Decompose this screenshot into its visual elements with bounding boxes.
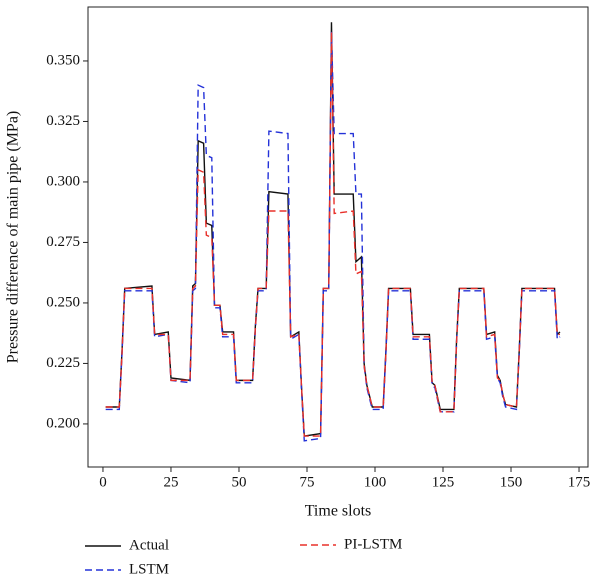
y-tick-label: 0.325 — [46, 113, 80, 129]
y-axis-title: Pressure difference of main pipe (MPa) — [5, 111, 22, 364]
legend-label: LSTM — [129, 561, 169, 577]
legend-label: Actual — [129, 537, 169, 553]
x-axis-title: Time slots — [305, 503, 372, 520]
x-tick-label: 25 — [163, 474, 178, 490]
y-tick-label: 0.300 — [46, 173, 80, 189]
legend-label: PI-LSTM — [344, 536, 402, 552]
y-tick-label: 0.225 — [46, 355, 80, 371]
x-tick-label: 150 — [500, 474, 523, 490]
x-tick-label: 75 — [299, 474, 314, 490]
y-tick-label: 0.275 — [46, 234, 80, 250]
x-tick-label: 50 — [231, 474, 246, 490]
y-tick-label: 0.200 — [46, 415, 80, 431]
x-tick-label: 125 — [432, 474, 455, 490]
y-tick-label: 0.250 — [46, 294, 80, 310]
x-tick-label: 0 — [99, 474, 107, 490]
series-line — [105, 31, 560, 437]
x-tick-label: 175 — [568, 474, 591, 490]
plot-frame — [87, 6, 589, 468]
y-tick-label: 0.350 — [46, 52, 80, 68]
x-tick-label: 100 — [364, 474, 387, 490]
